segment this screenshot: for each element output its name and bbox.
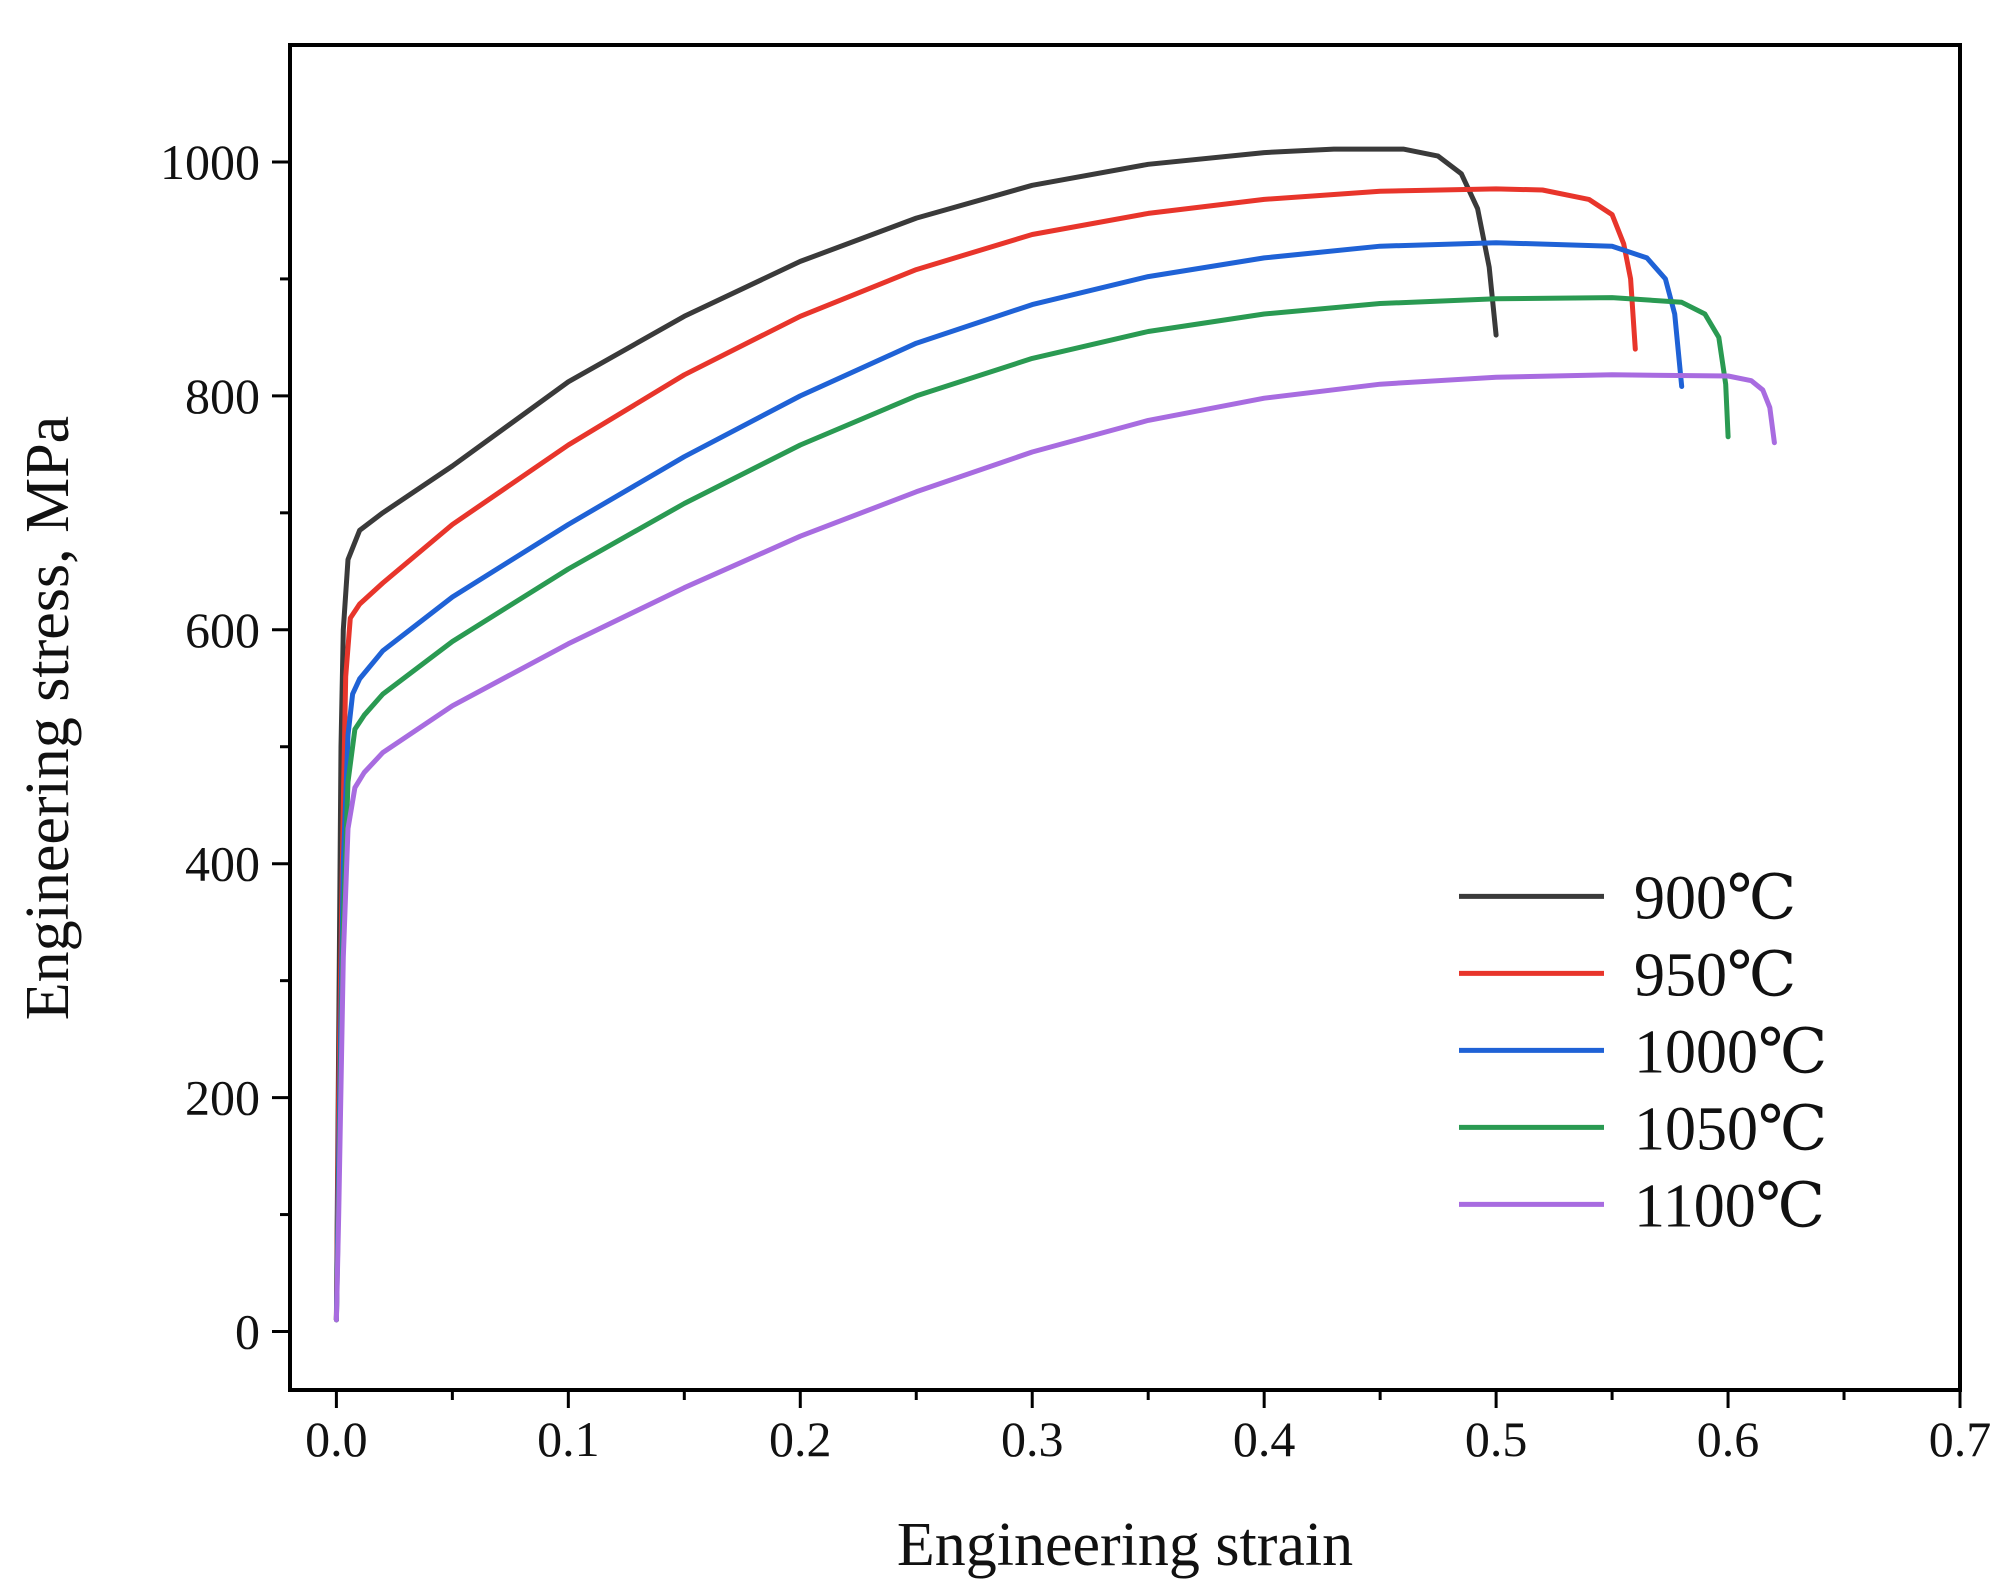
x-axis: 0.0 0.1 0.2 0.3 0.4 0.5 0.6 0.7 <box>305 1390 1991 1467</box>
series-line <box>333 146 1499 1323</box>
x-axis-title: Engineering strain <box>897 1511 1353 1579</box>
series-layer <box>333 146 1777 1323</box>
legend-label: 1100℃ <box>1634 1172 1825 1240</box>
x-tick-label: 0.0 <box>305 1411 368 1467</box>
legend-label: 1050℃ <box>1634 1095 1827 1163</box>
series-line <box>333 295 1731 1323</box>
legend-label: 950℃ <box>1634 941 1796 1009</box>
x-tick-label: 0.5 <box>1465 1411 1528 1467</box>
y-axis-title: Engineering stress, MPa <box>14 416 82 1020</box>
y-tick-label: 1000 <box>160 134 260 190</box>
x-tick-label: 0.1 <box>537 1411 600 1467</box>
series-line <box>333 240 1685 1323</box>
legend-label: 900℃ <box>1634 864 1796 932</box>
x-tick-label: 0.4 <box>1233 1411 1296 1467</box>
plot-frame <box>288 43 1962 1392</box>
y-tick-label: 800 <box>185 368 260 424</box>
legend-label: 1000℃ <box>1634 1018 1827 1086</box>
y-tick-label: 600 <box>185 602 260 658</box>
legend: 900℃ 950℃ 1000℃ 1050℃ 1100℃ <box>1459 864 1827 1240</box>
series-line <box>333 186 1638 1323</box>
x-tick-label: 0.6 <box>1697 1411 1760 1467</box>
x-tick-label: 0.7 <box>1929 1411 1992 1467</box>
y-tick-label: 200 <box>185 1070 260 1126</box>
y-axis: 0 200 400 600 800 1000 <box>160 134 290 1360</box>
x-tick-label: 0.3 <box>1001 1411 1064 1467</box>
y-tick-label: 0 <box>235 1304 260 1360</box>
y-tick-label: 400 <box>185 836 260 892</box>
x-tick-label: 0.2 <box>769 1411 832 1467</box>
series-line <box>333 372 1777 1323</box>
